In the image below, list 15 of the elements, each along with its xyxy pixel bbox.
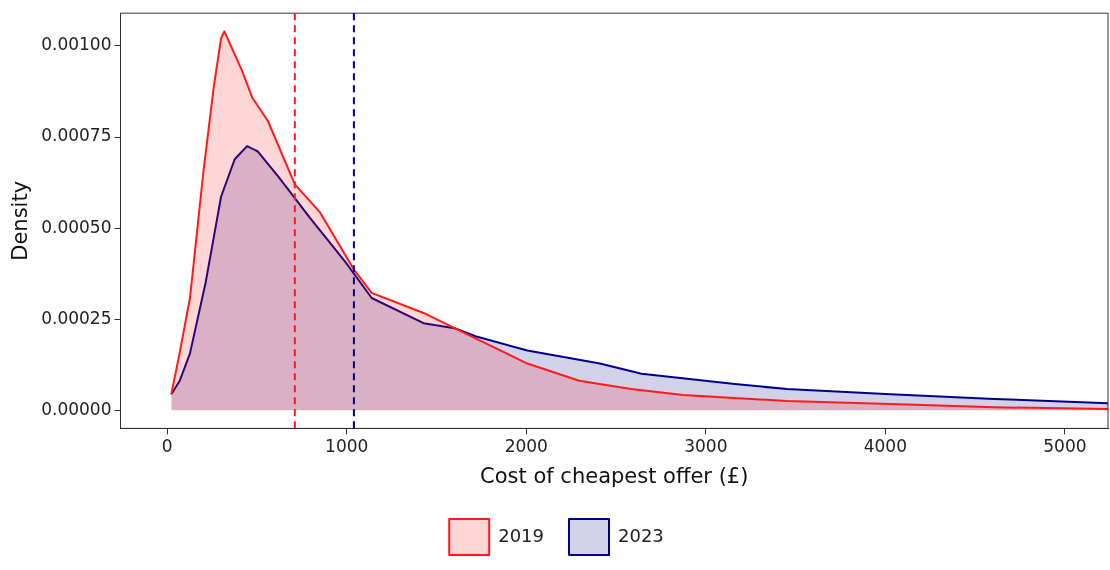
x-axis-title: Cost of cheapest offer (£) xyxy=(480,463,749,488)
y-tick-label: 0.00075 xyxy=(41,125,112,146)
x-tick-label: 2000 xyxy=(504,436,548,457)
y-tick-label: 0.00025 xyxy=(41,307,112,328)
y-tick-label: 0.00100 xyxy=(41,34,112,55)
y-tick-label: 0.00000 xyxy=(41,398,112,419)
legend-label: 2019 xyxy=(498,524,544,546)
y-axis-title: Density xyxy=(8,180,33,261)
y-tick-label: 0.00050 xyxy=(41,216,112,237)
x-tick-label: 4000 xyxy=(863,436,907,457)
x-tick-label: 3000 xyxy=(684,436,728,457)
x-tick-label: 5000 xyxy=(1043,436,1087,457)
x-tick-label: 0 xyxy=(161,436,173,457)
x-tick-label: 1000 xyxy=(325,436,369,457)
legend-label: 2023 xyxy=(618,524,664,546)
